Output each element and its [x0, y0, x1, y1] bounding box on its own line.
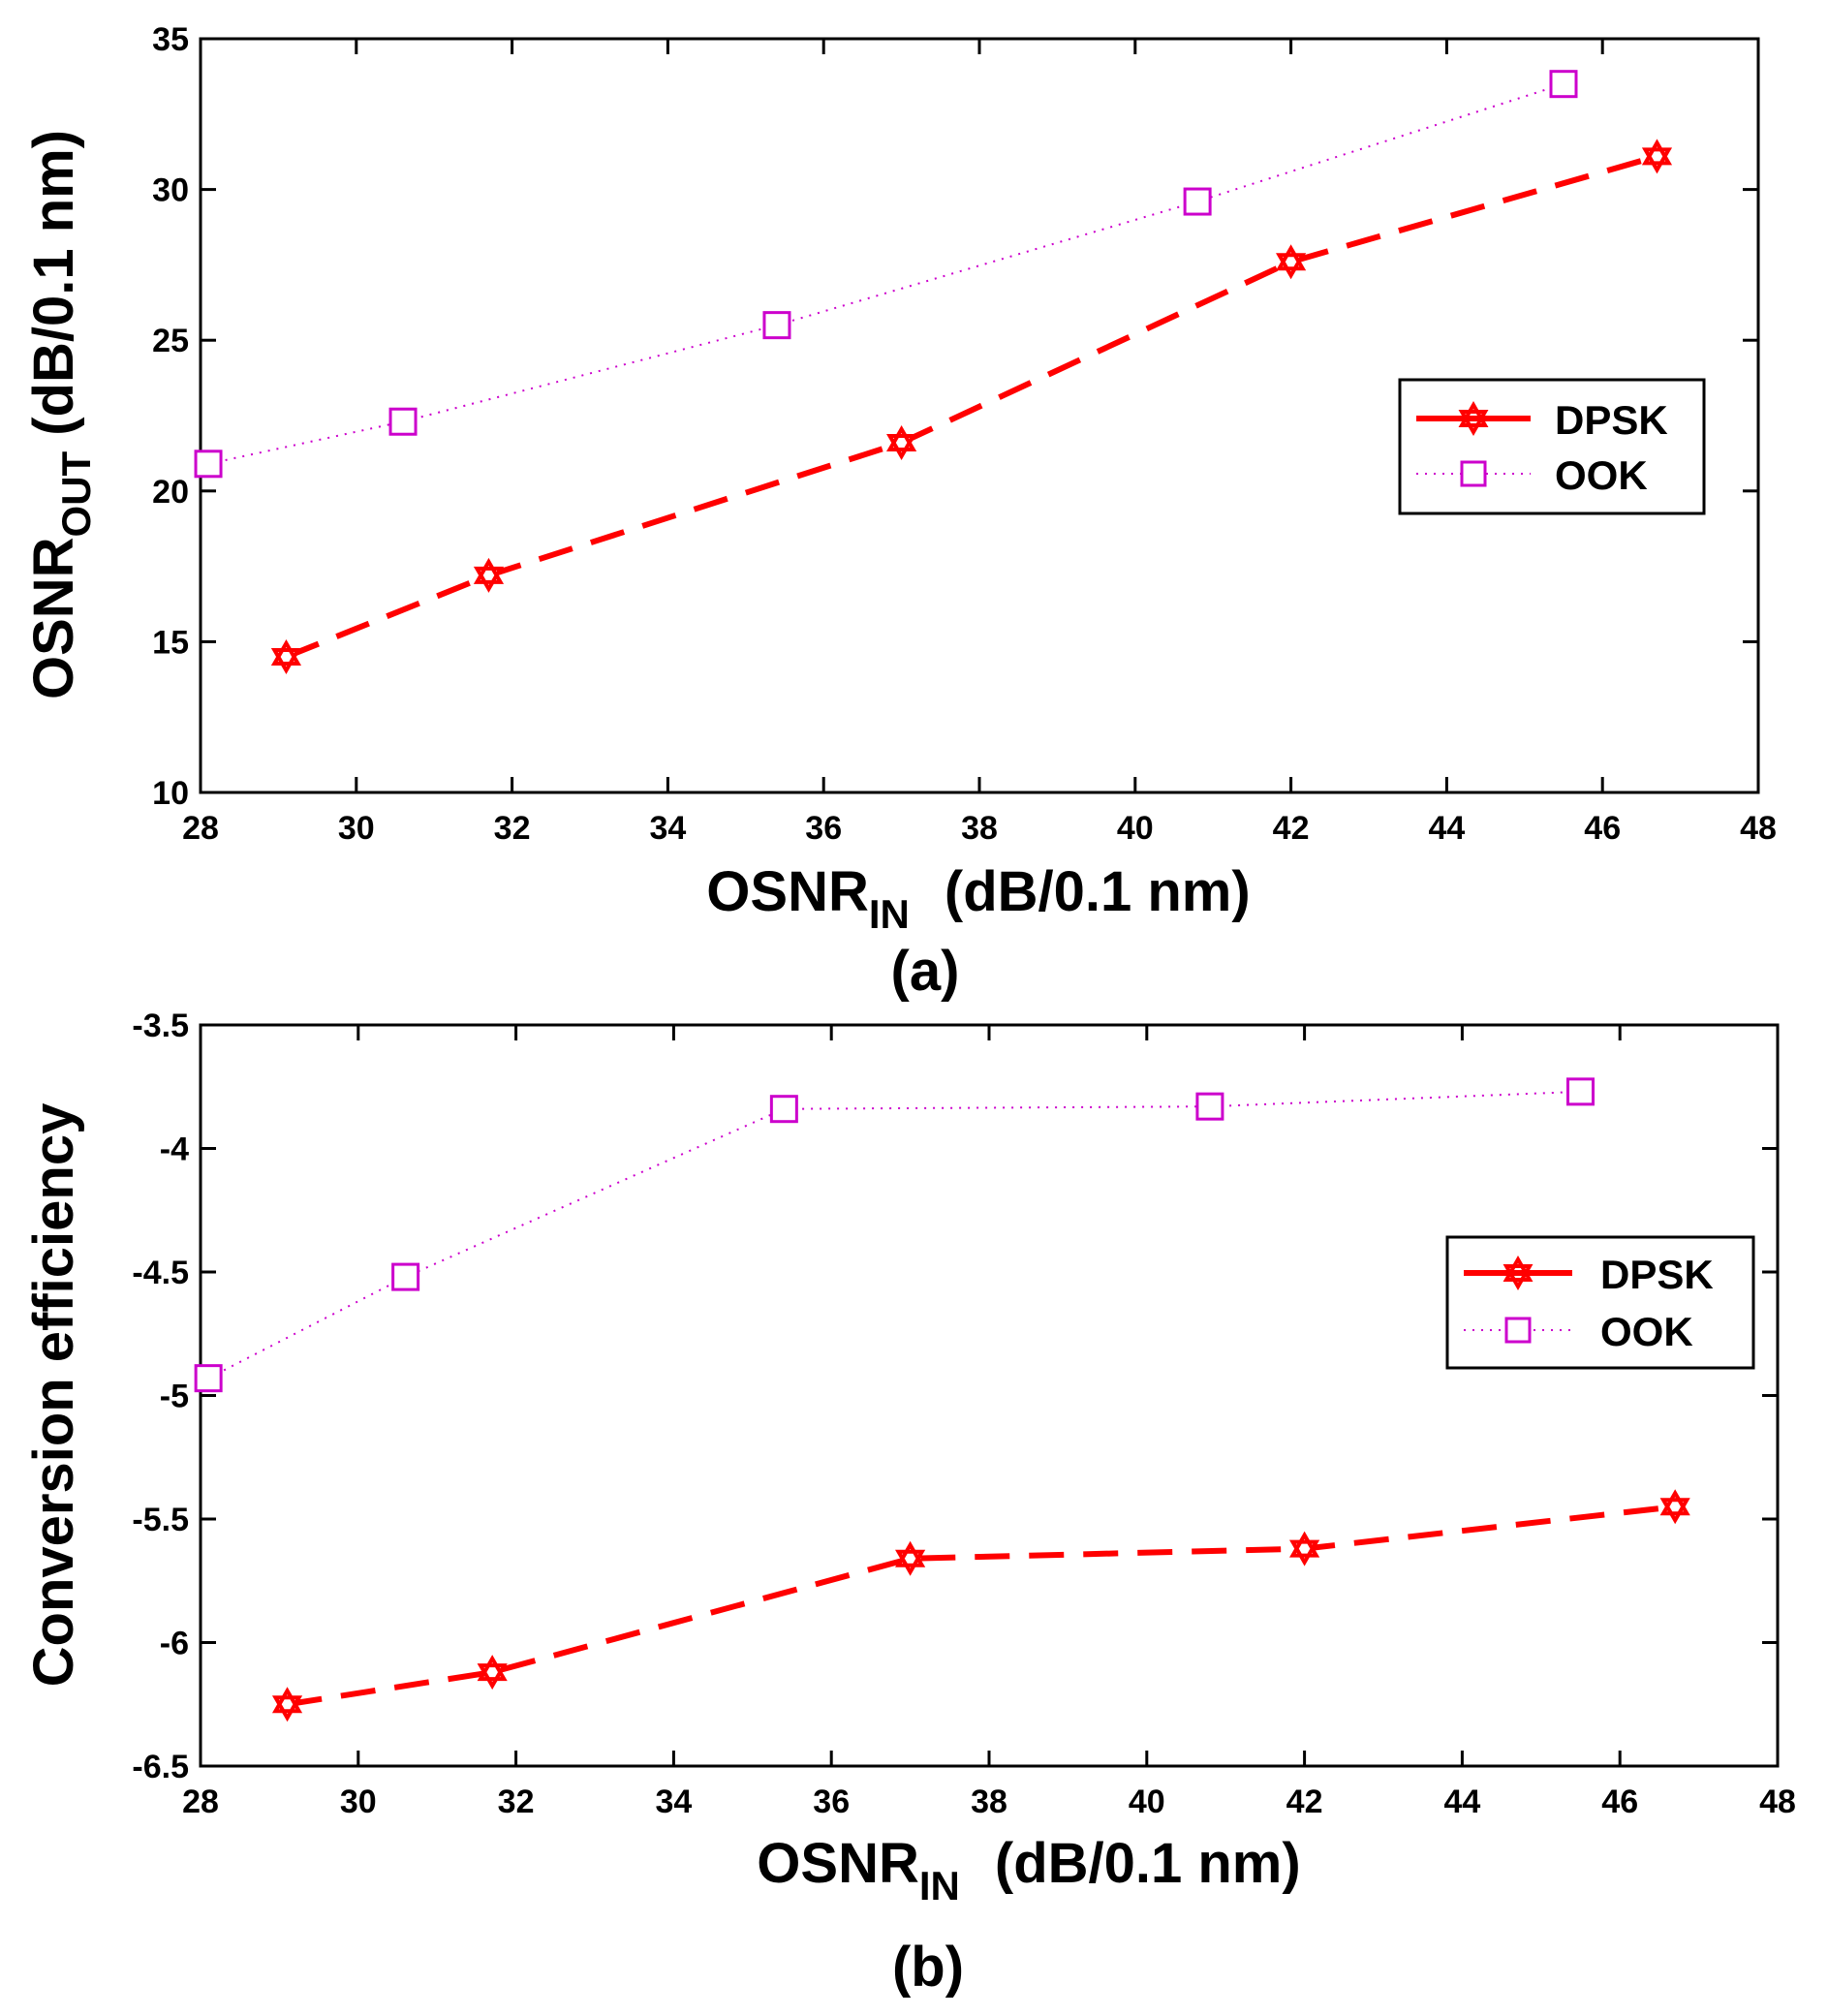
ticks-a: 28 30 32 34 36 38 40 42 44 46 48 10 15 20 25 30 35 [152, 21, 1777, 847]
y-axis-label-main-a: OSNR [22, 537, 85, 699]
data-point-dpsk-a [473, 557, 505, 593]
x-tick-label-b: 28 [182, 1783, 219, 1820]
y-tick-label-a: 15 [152, 624, 189, 661]
series-a [194, 70, 1673, 674]
data-point-dpsk-b [1289, 1531, 1320, 1566]
legend-marker-dpsk-a [1458, 400, 1489, 437]
data-point-dpsk-a [1276, 244, 1307, 280]
y-tick-label-b: -6 [160, 1626, 189, 1662]
x-tick-label-b: 48 [1759, 1783, 1796, 1820]
y-tick-label-a: 30 [152, 172, 189, 209]
y-tick-label-a: 10 [152, 775, 189, 812]
legend-marker-ook-b [1504, 1317, 1532, 1344]
data-point-dpsk-a [270, 638, 302, 674]
x-axis-label-main-a: OSNR [706, 860, 869, 923]
panel-label-b: (b) [892, 1936, 964, 1999]
x-tick-label-b: 32 [498, 1783, 535, 1820]
data-point-ook-a [762, 311, 791, 340]
legend-box-a [1398, 378, 1706, 515]
x-axis-label-b: OSNRIN (dB/0.1 nm) [757, 1832, 1300, 1908]
x-tick-label-a: 44 [1428, 810, 1465, 847]
legend-label-ook-b: OOK [1600, 1309, 1693, 1354]
x-tick-label-b: 34 [655, 1783, 692, 1820]
legend-marker-dpsk-b [1503, 1255, 1534, 1291]
y-axis-label-units-a: (dB/0.1 nm) [22, 130, 85, 436]
x-tick-label-b: 40 [1129, 1783, 1165, 1820]
x-axis-label-units-a: (dB/0.1 nm) [945, 860, 1251, 923]
legend-label-dpsk-b: DPSK [1600, 1252, 1714, 1297]
x-tick-label-b: 30 [340, 1783, 377, 1820]
series-line-dpsk-b [287, 1504, 1676, 1708]
x-tick-label-a: 38 [961, 810, 998, 847]
y-tick-label-b: -4 [160, 1132, 189, 1168]
x-tick-label-b: 46 [1601, 1783, 1638, 1820]
y-tick-label-b: -4.5 [132, 1255, 189, 1291]
data-point-ook-a [1183, 187, 1212, 216]
legend-label-ook-a: OOK [1555, 452, 1648, 498]
x-tick-label-a: 40 [1117, 810, 1154, 847]
data-point-dpsk-a [886, 425, 917, 461]
x-tick-label-a: 36 [805, 810, 842, 847]
x-axis-label-a: OSNRIN (dB/0.1 nm) [706, 860, 1250, 937]
x-tick-label-b: 36 [813, 1783, 850, 1820]
x-tick-label-a: 32 [494, 810, 531, 847]
data-point-ook-b [194, 1364, 223, 1393]
panel-a: 28 30 32 34 36 38 40 42 44 46 48 10 15 20 25 30 35 DPSK … [22, 21, 1777, 1003]
x-tick-label-b: 38 [971, 1783, 1007, 1820]
legend-a: DPSK OOK [1398, 378, 1706, 515]
x-axis-label-sub-a: IN [869, 891, 910, 937]
data-point-ook-a [1549, 70, 1578, 99]
data-point-dpsk-b [477, 1655, 508, 1690]
data-point-ook-b [391, 1262, 420, 1291]
data-point-ook-a [194, 450, 223, 479]
data-point-ook-a [388, 407, 418, 436]
data-point-dpsk-a [1641, 139, 1673, 174]
x-axis-label-main-b: OSNR [757, 1832, 919, 1895]
series-b [194, 1077, 1690, 1722]
y-tick-label-b: -3.5 [132, 1008, 189, 1044]
x-tick-label-b: 44 [1443, 1783, 1480, 1820]
x-tick-label-a: 42 [1273, 810, 1310, 847]
x-tick-label-a: 34 [649, 810, 686, 847]
x-tick-label-a: 46 [1584, 810, 1621, 847]
plot-area-b [199, 1023, 1780, 1768]
legend-box-b [1445, 1235, 1755, 1370]
x-tick-label-a: 28 [182, 810, 219, 847]
y-tick-label-b: -6.5 [132, 1749, 189, 1785]
data-point-dpsk-b [271, 1687, 303, 1722]
x-tick-label-a: 48 [1740, 810, 1777, 847]
x-tick-label-b: 42 [1286, 1783, 1323, 1820]
y-axis-label-b: Conversion efficiency [22, 1103, 85, 1688]
legend-b: DPSK OOK [1445, 1235, 1755, 1370]
x-axis-label-sub-b: IN [919, 1863, 960, 1908]
data-point-dpsk-b [895, 1540, 926, 1576]
data-point-ook-b [1566, 1077, 1595, 1106]
y-tick-label-b: -5 [160, 1379, 189, 1415]
y-axis-label-sub-a: OUT [53, 450, 99, 537]
y-tick-label-a: 20 [152, 474, 189, 511]
legend-label-dpsk-a: DPSK [1555, 397, 1668, 443]
panel-b: 28 30 32 34 36 38 40 42 44 46 48 -6.5 -6 -5.5 -5 -4.5 -4… [22, 1008, 1796, 1999]
data-point-ook-b [1195, 1092, 1224, 1121]
legend-marker-ook-a [1460, 460, 1487, 487]
panel-label-a: (a) [891, 940, 960, 1003]
y-tick-label-a: 35 [152, 21, 189, 58]
data-point-ook-b [769, 1095, 798, 1124]
y-tick-label-a: 25 [152, 323, 189, 359]
x-axis-label-units-b: (dB/0.1 nm) [995, 1832, 1301, 1895]
x-tick-label-a: 30 [338, 810, 375, 847]
ticks-b: 28 30 32 34 36 38 40 42 44 46 48 -6.5 -6 -5.5 -5 -4.5 -4… [132, 1008, 1796, 1820]
y-tick-label-b: -5.5 [132, 1502, 189, 1538]
data-point-dpsk-b [1659, 1489, 1690, 1525]
y-axis-label-a: OSNROUT (dB/0.1 nm) [22, 130, 99, 699]
